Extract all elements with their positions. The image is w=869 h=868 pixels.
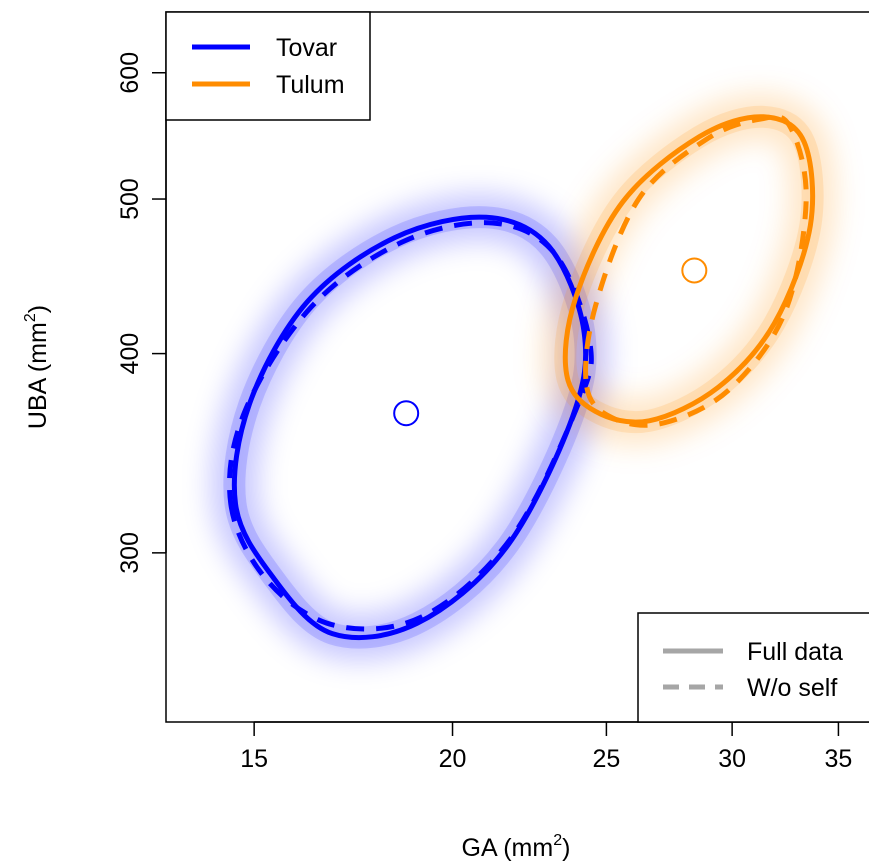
x-tick-label: 30 bbox=[718, 745, 746, 773]
centroid-tulum bbox=[682, 258, 706, 282]
x-tick-label: 20 bbox=[439, 745, 467, 773]
x-tick-label: 35 bbox=[825, 745, 853, 773]
legend-groups-box bbox=[166, 12, 370, 120]
legend-label-full-data: Full data bbox=[747, 638, 843, 666]
y-tick-label: 600 bbox=[116, 52, 144, 94]
legend-lines-box bbox=[638, 613, 869, 722]
y-axis-label: UBA (mm2) bbox=[22, 305, 52, 429]
y-axis: 300 400 500 600 bbox=[116, 52, 166, 574]
x-tick-label: 25 bbox=[592, 745, 620, 773]
legend-label-tulum: Tulum bbox=[276, 71, 345, 99]
legend-label-tovar: Tovar bbox=[276, 34, 337, 62]
legend-groups: Tovar Tulum bbox=[166, 12, 370, 120]
bootstrap-band-tovar bbox=[234, 217, 585, 637]
legend-label-without-self: W/o self bbox=[747, 674, 837, 702]
bootstrap-ellipses bbox=[234, 117, 812, 638]
x-axis-label: GA (mm2) bbox=[462, 832, 571, 862]
x-tick-label: 15 bbox=[240, 745, 268, 773]
y-tick-label: 400 bbox=[116, 333, 144, 375]
legend-lines: Full data W/o self bbox=[638, 613, 869, 722]
y-tick-label: 300 bbox=[116, 532, 144, 574]
centroid-tovar bbox=[394, 401, 418, 425]
x-axis: 15 20 25 30 35 bbox=[240, 722, 852, 773]
y-tick-label: 500 bbox=[116, 178, 144, 220]
